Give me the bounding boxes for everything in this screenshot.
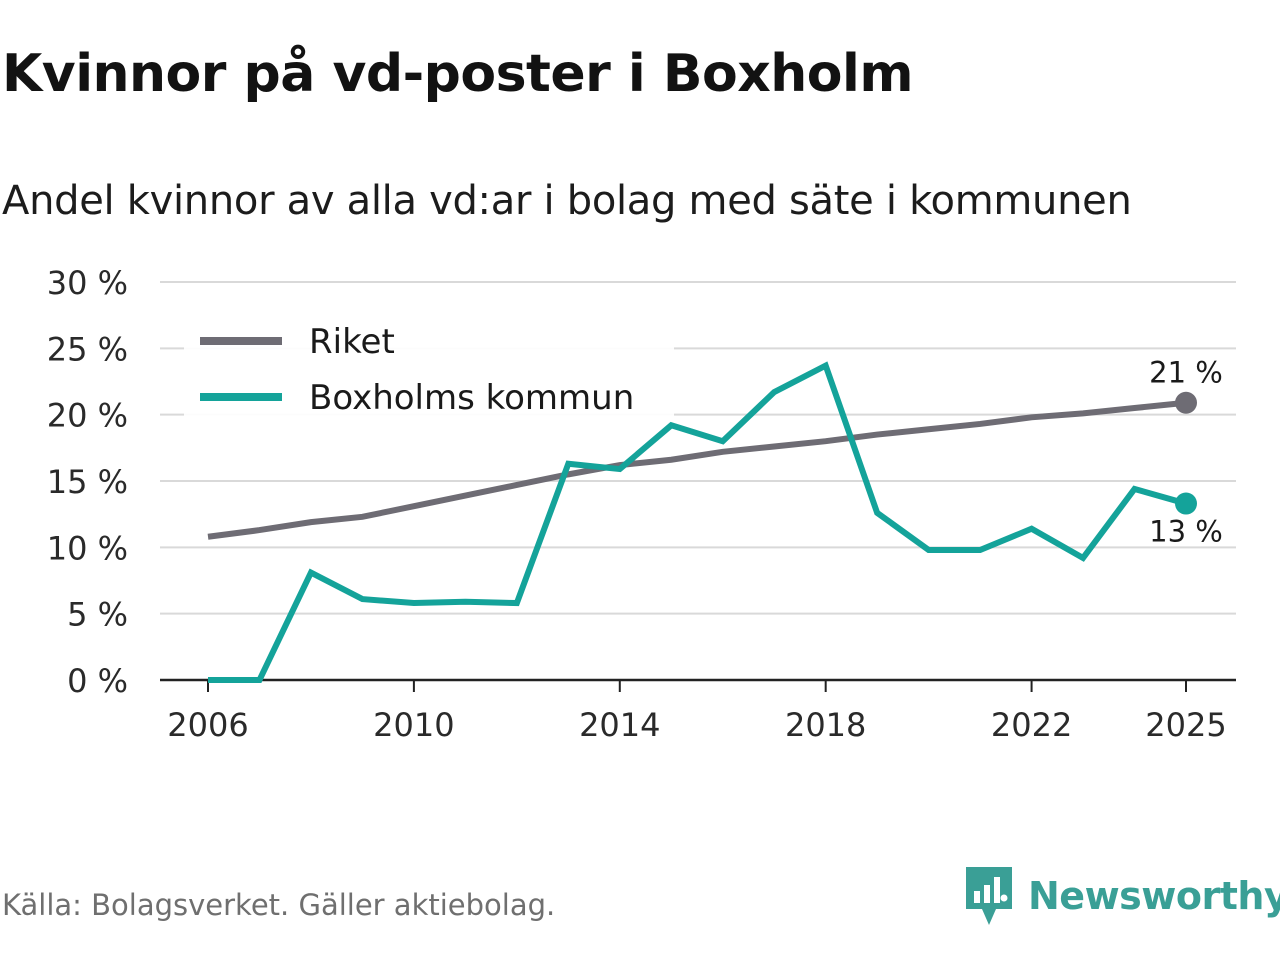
end-labels: 21 % 13 % [1146,353,1226,552]
y-tick-label: 25 % [47,330,128,368]
chart-subtitle: Andel kvinnor av alla vd:ar i bolag med … [2,178,1132,224]
line-chart: 0 %5 %10 %15 %20 %25 %30 % 2006 2010 2014 2… [47,264,1236,744]
y-tick-label: 15 % [47,463,128,501]
x-tick-label: 2018 [785,706,866,744]
x-tick-label: 2022 [991,706,1072,744]
newsworthy-logo-icon [966,867,1012,925]
x-tick-label: 2006 [167,706,248,744]
y-tick-label: 30 % [47,264,128,302]
y-tick-label: 10 % [47,529,128,567]
x-tick-label: 2010 [373,706,454,744]
x-axis: 2006 2010 2014 2018 2022 2025 [160,678,1236,744]
y-tick-label: 0 % [67,662,128,700]
source-note: Källa: Bolagsverket. Gäller aktiebolag. [2,888,556,922]
series-line-kommun [208,361,1187,683]
y-tick-label: 20 % [47,397,128,435]
x-tick-label: 2014 [579,706,660,744]
end-label-kommun: 13 % [1149,515,1223,549]
legend-label-riket: Riket [309,322,395,362]
series-line-riket [207,399,1187,540]
chart-title: Kvinnor på vd-poster i Boxholm [2,44,914,104]
endpoint-marker-kommun [1175,492,1197,515]
legend-label-kommun: Boxholms kommun [309,378,634,418]
x-tick-label: 2025 [1145,706,1226,744]
legend: Riket Boxholms kommun [184,318,674,418]
brand-name: Newsworthy [1028,874,1280,918]
series-group [207,361,1197,683]
y-axis: 0 % 5 % 10 % 15 % 20 % 25 % 30 % [47,264,128,700]
end-label-riket: 21 % [1149,356,1223,390]
brand-logo: Newsworthy [964,864,1280,928]
endpoint-marker-riket [1175,391,1197,414]
y-tick-label: 5 % [67,596,128,634]
